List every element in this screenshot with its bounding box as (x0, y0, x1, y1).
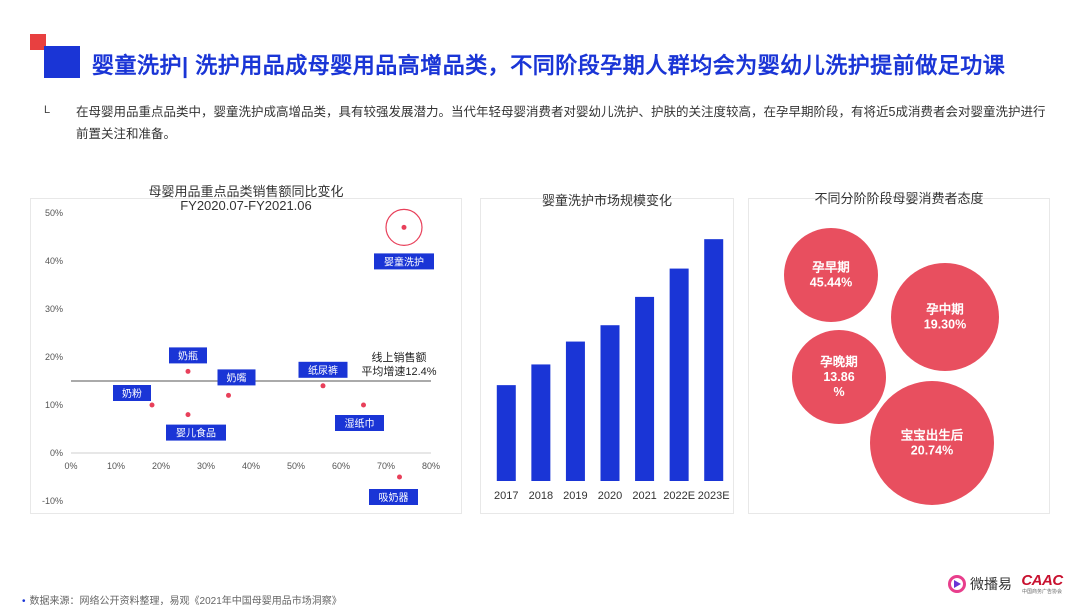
bubble-value: 45.44% (810, 276, 852, 290)
bubble (792, 330, 886, 424)
bar (531, 364, 551, 481)
scatter-point (397, 474, 402, 480)
bubble (870, 381, 994, 505)
data-source-text: 数据来源：网络公开资料整理，易观《2021年中国母婴用品市场洞察》 (29, 596, 342, 607)
scatter-chart-title-line2: FY2020.07-FY2021.06 (180, 198, 312, 213)
bar-chart-title: 婴童洗护市场规模变化 (541, 193, 672, 208)
data-source-note: • 数据来源：网络公开资料整理，易观《2021年中国母婴用品市场洞察》 (22, 596, 342, 607)
bubble-label: 孕中期 (926, 302, 964, 317)
bar-chart: 2017 2018 2019 2020 2021 2022E 2023E (494, 239, 730, 502)
y-tick-label: -10% (42, 496, 63, 506)
summary-text: 在母婴用品重点品类中，婴童洗护成高增品类，具有较强发展潜力。当代年轻母婴消费者对… (76, 105, 1046, 141)
y-tick-label: 30% (45, 304, 63, 314)
bubble-value: 20.74% (911, 444, 953, 458)
x-tick-label: 0% (64, 461, 77, 471)
bar-category-label: 2018 (529, 490, 553, 502)
point-label-box (335, 415, 384, 431)
bubble-value: % (833, 385, 844, 399)
scatter-chart-panel: -10% 0% 10% 20% 30% 40% 50% 0% 10% 20% 30% 40% 50% 60… (30, 198, 462, 514)
scatter-point (320, 383, 326, 389)
point-label-box (113, 385, 151, 401)
bubble-value: 19.30% (924, 318, 966, 332)
x-tick-label: 10% (107, 461, 125, 471)
y-tick-label: 10% (45, 400, 63, 410)
point-label: 婴儿食品 (176, 427, 216, 440)
point-label: 奶粉 (122, 387, 142, 400)
scatter-chart: -10% 0% 10% 20% 30% 40% 50% 0% 10% 20% 30% 40% 50% 60… (42, 208, 440, 506)
bar-category-label: 2017 (494, 490, 518, 502)
caac-logo: CAAC 中国商务广告协会 (1014, 572, 1070, 602)
summary-bullet: L (44, 104, 51, 116)
x-tick-label: 70% (377, 461, 395, 471)
title-decoration-red (30, 34, 46, 50)
scatter-point (226, 392, 231, 398)
bar (496, 385, 516, 481)
point-label: 奶瓶 (178, 349, 198, 362)
scatter-point (401, 224, 407, 230)
highlight-ring (385, 208, 423, 246)
bubble-label: 宝宝出生后 (901, 428, 964, 443)
bubble (891, 263, 999, 371)
scatter-point (185, 412, 191, 418)
bar (669, 268, 689, 481)
x-tick-label: 40% (242, 461, 260, 471)
x-tick-label: 50% (287, 461, 305, 471)
x-tick-label: 80% (422, 461, 440, 471)
title-decoration-blue (44, 46, 80, 78)
point-label-box (169, 347, 207, 364)
weiboyi-logo-text: 微播易 (970, 576, 1012, 592)
bar (635, 296, 655, 481)
caac-logo-text: CAAC (1021, 572, 1063, 589)
bar-category-label: 2020 (598, 490, 622, 502)
bubble-label: 孕早期 (812, 260, 850, 275)
bar-category-label: 2021 (632, 490, 656, 502)
caac-logo-subtext: 中国商务广告协会 (1021, 589, 1062, 595)
bubble-label: 孕晚期 (820, 354, 858, 369)
bar (704, 239, 724, 481)
reference-label-line1: 线上销售额 (372, 350, 427, 364)
point-label: 婴童洗护 (384, 255, 424, 268)
bar-category-label: 2022E (663, 490, 695, 502)
point-label-box (298, 361, 348, 378)
point-label-box (369, 489, 418, 505)
scatter-point (361, 402, 366, 408)
scatter-point (149, 402, 155, 408)
point-label: 吸奶器 (379, 492, 409, 504)
bubble-value: 13.86 (823, 370, 854, 384)
point-label-box (217, 369, 256, 386)
bar-chart-panel: 2017 2018 2019 2020 2021 2022E 2023E (480, 198, 734, 514)
x-tick-label: 30% (197, 461, 215, 471)
bubble-chart-title: 不同分阶阶段母婴消费者态度 (814, 191, 984, 206)
weiboyi-logo: 微播易 (948, 574, 1012, 594)
point-label-box (374, 253, 434, 270)
bubble-chart-panel: 孕早期 45.44% 孕中期 19.30% 孕晚期 13.86% 宝宝出生后 20.74% (748, 198, 1050, 514)
reference-label-line2: 平均增速12.4% (361, 364, 436, 378)
point-label-box (166, 424, 226, 441)
x-tick-label: 20% (152, 461, 170, 471)
y-tick-label: 50% (45, 208, 63, 218)
bar (600, 325, 620, 481)
y-tick-label: 0% (50, 448, 63, 458)
bar (565, 341, 585, 481)
play-icon (948, 575, 966, 593)
page-title: 婴童洗护| 洗护用品成母婴用品高增品类，不同阶段孕期人群均会为婴幼儿洗护提前做足… (92, 53, 1006, 78)
y-tick-label: 20% (45, 352, 63, 362)
point-label: 湿纸巾 (345, 417, 375, 430)
bubble (784, 228, 878, 322)
y-tick-label: 40% (45, 256, 63, 266)
scatter-chart-title-line1: 母婴用品重点品类销售额同比变化 (148, 184, 344, 199)
scatter-point (185, 368, 191, 374)
point-label: 纸尿裤 (308, 364, 338, 377)
bar-category-label: 2023E (698, 490, 730, 502)
point-label: 奶嘴 (227, 372, 247, 384)
bar-category-label: 2019 (563, 490, 587, 502)
x-tick-label: 60% (332, 461, 350, 471)
